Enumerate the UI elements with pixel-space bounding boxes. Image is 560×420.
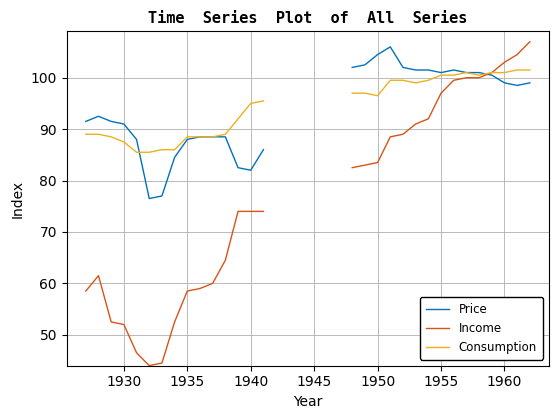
Line: Income: Income [86,42,530,366]
Legend: Price, Income, Consumption: Price, Income, Consumption [420,297,543,360]
Consumption [108,134,115,139]
Income [248,209,254,214]
Price [108,119,115,124]
Title: Time  Series  Plot  of  All  Series: Time Series Plot of All Series [148,11,468,26]
Line: Consumption: Consumption [86,70,530,152]
Price [120,121,127,126]
Consumption [95,132,102,137]
Consumption [171,147,178,152]
Consumption [362,91,368,96]
Income [514,52,521,57]
Y-axis label: Index: Index [11,179,25,218]
Price [222,134,228,139]
Income [158,360,165,365]
Income [412,121,419,126]
Price [463,70,470,75]
Income [82,289,89,294]
Price [526,80,533,85]
Price [133,137,140,142]
Consumption [488,70,495,75]
Consumption [450,73,457,78]
Consumption [425,78,432,83]
Price [412,68,419,73]
X-axis label: Year: Year [293,395,323,409]
Income [171,319,178,324]
Price [158,194,165,199]
Price [514,83,521,88]
Income [184,289,190,294]
Consumption [184,134,190,139]
Consumption [222,132,228,137]
Income [501,60,508,65]
Consumption [400,78,407,83]
Income [425,116,432,121]
Consumption [501,70,508,75]
Income [362,163,368,168]
Price [387,45,394,50]
Income [438,91,445,96]
Income [222,258,228,263]
Income [146,363,152,368]
Income [133,350,140,355]
Income [260,209,267,214]
Consumption [133,150,140,155]
Consumption [158,147,165,152]
Income [450,78,457,83]
Consumption [235,116,241,121]
Price [95,114,102,119]
Income [95,273,102,278]
Consumption [82,132,89,137]
Consumption [146,150,152,155]
Income [476,75,483,80]
Price [488,73,495,78]
Consumption [260,98,267,103]
Price [197,134,203,139]
Price [260,147,267,152]
Price [400,65,407,70]
Price [171,155,178,160]
Price [82,119,89,124]
Income [463,75,470,80]
Income [387,134,394,139]
Consumption [197,134,203,139]
Price [501,80,508,85]
Price [248,168,254,173]
Income [235,209,241,214]
Price [438,70,445,75]
Consumption [349,91,356,96]
Income [526,39,533,44]
Price [349,65,356,70]
Income [209,281,216,286]
Price [209,134,216,139]
Price [146,196,152,201]
Consumption [412,80,419,85]
Consumption [476,73,483,78]
Income [120,322,127,327]
Line: Price: Price [86,47,530,199]
Income [488,70,495,75]
Consumption [209,134,216,139]
Income [374,160,381,165]
Income [197,286,203,291]
Consumption [374,93,381,98]
Consumption [387,78,394,83]
Income [108,319,115,324]
Price [374,52,381,57]
Price [450,68,457,73]
Consumption [248,101,254,106]
Price [235,165,241,170]
Consumption [438,73,445,78]
Price [425,68,432,73]
Consumption [120,139,127,144]
Income [349,165,356,170]
Consumption [526,68,533,73]
Consumption [463,70,470,75]
Income [400,132,407,137]
Consumption [514,68,521,73]
Price [184,137,190,142]
Price [476,70,483,75]
Price [362,62,368,67]
